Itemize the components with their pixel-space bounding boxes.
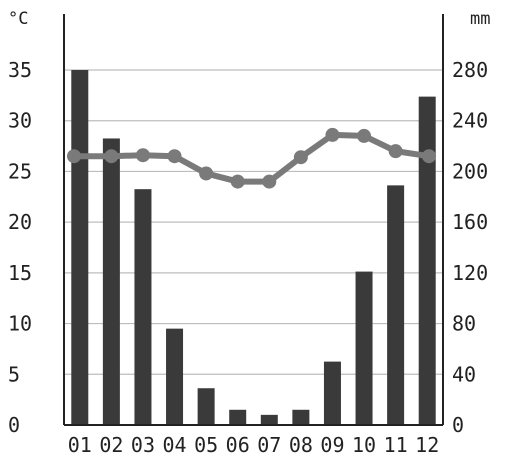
precipitation-bar [229, 409, 247, 425]
temperature-point [135, 148, 150, 163]
left-tick-label: 10 [8, 312, 32, 336]
x-tick-label: 12 [415, 433, 439, 457]
precipitation-bar [418, 96, 436, 425]
right-tick-label: 120 [452, 261, 488, 285]
precipitation-bar [166, 328, 184, 425]
precipitation-bar [134, 189, 152, 425]
temperature-line [71, 131, 432, 185]
x-tick-label: 09 [320, 433, 344, 457]
precipitation-bar [292, 409, 310, 425]
precipitation-bar [355, 271, 373, 425]
x-tick-label: 04 [162, 433, 186, 457]
precipitation-bar [71, 70, 89, 425]
left-tick-label: 25 [8, 159, 32, 183]
temperature-point [104, 149, 119, 164]
x-tick-label: 05 [194, 433, 218, 457]
x-tick-label: 10 [352, 433, 376, 457]
x-tick-label: 11 [384, 433, 408, 457]
right-tick-label: 200 [452, 159, 488, 183]
left-tick-label: 35 [8, 58, 32, 82]
precipitation-bar [260, 414, 278, 425]
temperature-point [262, 174, 277, 189]
left-tick-label: 0 [8, 413, 20, 437]
x-tick-label: 08 [289, 433, 313, 457]
temperature-point [325, 127, 340, 142]
right-tick-label: 40 [452, 362, 476, 386]
x-tick-label: 01 [68, 433, 92, 457]
right-axis-unit: mm [470, 9, 490, 29]
x-tick-label: 03 [131, 433, 155, 457]
right-tick-label: 0 [452, 413, 464, 437]
x-tick-label: 06 [226, 433, 250, 457]
left-tick-label: 5 [8, 362, 20, 386]
temperature-point [293, 150, 308, 165]
right-tick-label: 280 [452, 58, 488, 82]
temperature-point [167, 149, 182, 164]
temperature-point [67, 149, 81, 164]
left-tick-label: 20 [8, 210, 32, 234]
precipitation-bar [102, 138, 120, 425]
left-axis-unit: °C [8, 9, 28, 29]
x-tick-label: 02 [99, 433, 123, 457]
left-tick-label: 30 [8, 109, 32, 133]
temperature-point [388, 144, 403, 159]
temperature-point [422, 149, 436, 164]
left-tick-label: 15 [8, 261, 32, 285]
precipitation-bar [387, 185, 405, 425]
temperature-point [230, 174, 245, 189]
right-tick-label: 160 [452, 210, 488, 234]
precipitation-bar [323, 361, 341, 425]
precipitation-bar [197, 388, 215, 425]
right-tick-label: 80 [452, 312, 476, 336]
temperature-point [357, 128, 372, 143]
right-tick-label: 240 [452, 109, 488, 133]
x-tick-label: 07 [257, 433, 281, 457]
temperature-point [199, 166, 214, 181]
